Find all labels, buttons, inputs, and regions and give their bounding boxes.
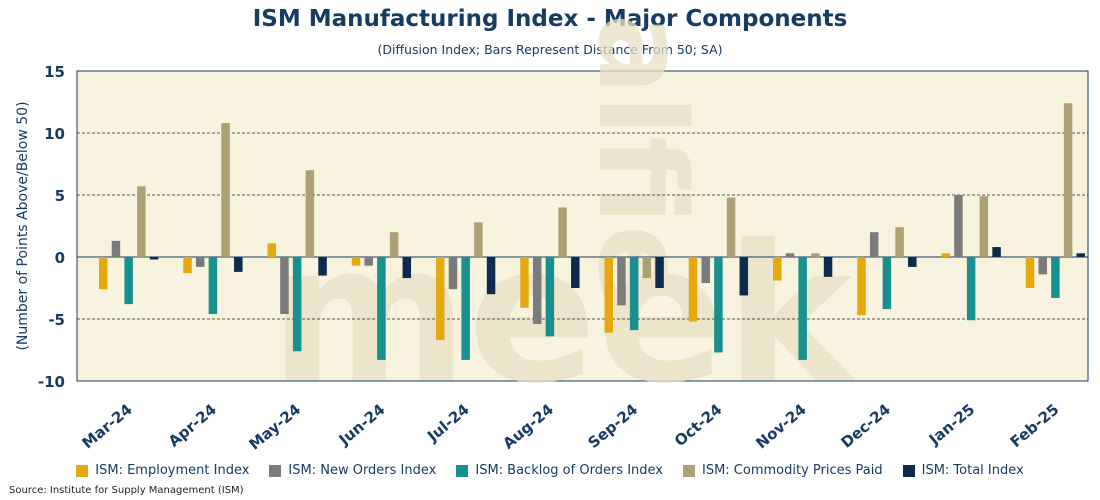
bar-ism-employment-index-nov-24 <box>773 257 782 281</box>
bar-ism-employment-index-mar-24 <box>99 257 108 290</box>
bar-ism-new-orders-index-jan-25 <box>954 195 963 257</box>
bar-ism-employment-index-oct-24 <box>688 257 698 322</box>
legend-label: ISM: Employment Index <box>95 463 250 478</box>
bar-ism-total-index-jan-25 <box>992 247 1001 257</box>
bar-ism-new-orders-index-jul-24 <box>448 257 458 290</box>
bar-ism-backlog-of-orders-index-may-24 <box>292 257 302 352</box>
y-axis: -10 -5 0 5 10 15 <box>38 63 65 391</box>
bar-ism-employment-index-may-24 <box>267 243 276 257</box>
bar-ism-employment-index-apr-24 <box>183 257 192 274</box>
bar-ism-backlog-of-orders-index-jun-24 <box>377 257 386 360</box>
bar-ism-employment-index-feb-25 <box>1025 257 1035 288</box>
bar-ism-new-orders-index-apr-24 <box>195 257 205 267</box>
bar-ism-new-orders-index-may-24 <box>280 257 289 315</box>
bar-ism-employment-index-dec-24 <box>857 257 866 316</box>
legend-item: ISM: New Orders Index <box>269 463 436 478</box>
bar-ism-employment-index-aug-24 <box>520 257 529 308</box>
bar-ism-backlog-of-orders-index-dec-24 <box>882 257 892 310</box>
bar-ism-total-index-sep-24 <box>655 257 664 288</box>
legend-item: ISM: Total Index <box>902 463 1024 478</box>
legend-label: ISM: Commodity Prices Paid <box>701 463 883 478</box>
source-note: Source: Institute for Supply Management … <box>9 485 244 496</box>
bar-ism-backlog-of-orders-index-jul-24 <box>461 257 470 360</box>
legend-swatch <box>269 464 282 477</box>
legend-item: ISM: Employment Index <box>76 463 249 478</box>
legend-item: ISM: Backlog of Orders Index <box>456 463 663 478</box>
bar-ism-total-index-jun-24 <box>402 257 412 279</box>
grid-lines <box>77 132 1088 320</box>
bar-ism-total-index-jul-24 <box>486 257 496 295</box>
bar-ism-total-index-may-24 <box>318 257 327 276</box>
bar-ism-total-index-aug-24 <box>571 257 580 288</box>
bar-ism-backlog-of-orders-index-apr-24 <box>208 257 218 315</box>
bar-ism-employment-index-jul-24 <box>436 257 445 341</box>
y-axis-label: (Number of Points Above/Below 50) <box>15 101 31 350</box>
bar-ism-commodity-prices-paid-feb-25 <box>1063 103 1073 258</box>
x-tick-label: Jan-25 <box>925 400 978 449</box>
bar-ism-new-orders-index-feb-25 <box>1038 257 1047 275</box>
bars <box>99 103 1086 360</box>
bar-ism-commodity-prices-paid-mar-24 <box>137 186 146 257</box>
chart-title: ISM Manufacturing Index - Major Componen… <box>252 6 848 32</box>
bar-ism-backlog-of-orders-index-oct-24 <box>714 257 723 353</box>
legend-label: ISM: Backlog of Orders Index <box>475 463 663 478</box>
x-tick-label: Mar-24 <box>79 400 136 452</box>
bar-ism-backlog-of-orders-index-mar-24 <box>124 257 133 305</box>
y-tick-label: 10 <box>44 125 65 143</box>
legend-swatch <box>902 464 915 477</box>
chart-subtitle: (Diffusion Index; Bars Represent Distanc… <box>377 42 723 57</box>
bar-ism-employment-index-sep-24 <box>604 257 613 333</box>
bar-ism-total-index-dec-24 <box>908 257 917 267</box>
bar-ism-commodity-prices-paid-may-24 <box>305 170 315 257</box>
bar-ism-commodity-prices-paid-sep-24 <box>642 257 652 279</box>
bar-ism-commodity-prices-paid-dec-24 <box>895 227 904 257</box>
plot-area <box>76 70 1089 382</box>
bar-ism-total-index-nov-24 <box>823 257 833 277</box>
bar-ism-total-index-mar-24 <box>149 257 159 260</box>
bar-ism-commodity-prices-paid-jul-24 <box>474 222 483 257</box>
bar-ism-total-index-apr-24 <box>234 257 243 272</box>
bar-ism-new-orders-index-nov-24 <box>785 253 795 257</box>
bar-ism-backlog-of-orders-index-nov-24 <box>798 257 807 360</box>
bar-ism-backlog-of-orders-index-aug-24 <box>545 257 555 337</box>
bar-ism-commodity-prices-paid-jan-25 <box>979 196 989 257</box>
legend-swatch <box>456 464 469 477</box>
x-tick-label: Feb-25 <box>1007 400 1063 451</box>
bar-ism-total-index-oct-24 <box>739 257 749 296</box>
x-tick-label: Apr-24 <box>165 400 220 450</box>
bar-ism-backlog-of-orders-index-feb-25 <box>1051 257 1060 298</box>
bar-ism-commodity-prices-paid-jun-24 <box>389 232 399 257</box>
y-tick-label: 5 <box>55 187 65 205</box>
y-tick-label: 15 <box>44 63 65 81</box>
bar-ism-backlog-of-orders-index-sep-24 <box>629 257 639 331</box>
bar-ism-new-orders-index-aug-24 <box>532 257 542 324</box>
legend-swatch <box>682 464 695 477</box>
bar-ism-new-orders-index-mar-24 <box>111 240 121 257</box>
bar-ism-new-orders-index-oct-24 <box>701 257 710 284</box>
legend-item: ISM: Commodity Prices Paid <box>682 463 883 478</box>
legend: ISM: Employment Index ISM: New Orders Ind… <box>0 463 1100 478</box>
legend-label: ISM: Total Index <box>921 463 1024 478</box>
bar-ism-employment-index-jan-25 <box>941 253 950 257</box>
legend-label: ISM: New Orders Index <box>288 463 437 478</box>
bar-ism-employment-index-jun-24 <box>351 257 361 266</box>
bar-ism-new-orders-index-jun-24 <box>364 257 373 266</box>
y-tick-label: -10 <box>38 373 65 391</box>
bar-ism-commodity-prices-paid-nov-24 <box>811 253 820 257</box>
bar-ism-commodity-prices-paid-oct-24 <box>726 197 736 257</box>
bar-ism-new-orders-index-dec-24 <box>869 232 879 257</box>
y-tick-label: 0 <box>55 249 65 267</box>
y-tick-label: -5 <box>48 311 65 329</box>
bar-ism-commodity-prices-paid-apr-24 <box>221 123 230 257</box>
bar-ism-backlog-of-orders-index-jan-25 <box>966 257 976 321</box>
legend-swatch <box>76 464 89 477</box>
bar-ism-commodity-prices-paid-aug-24 <box>558 207 567 257</box>
bar-ism-total-index-feb-25 <box>1076 253 1086 257</box>
bar-ism-new-orders-index-sep-24 <box>617 257 626 306</box>
